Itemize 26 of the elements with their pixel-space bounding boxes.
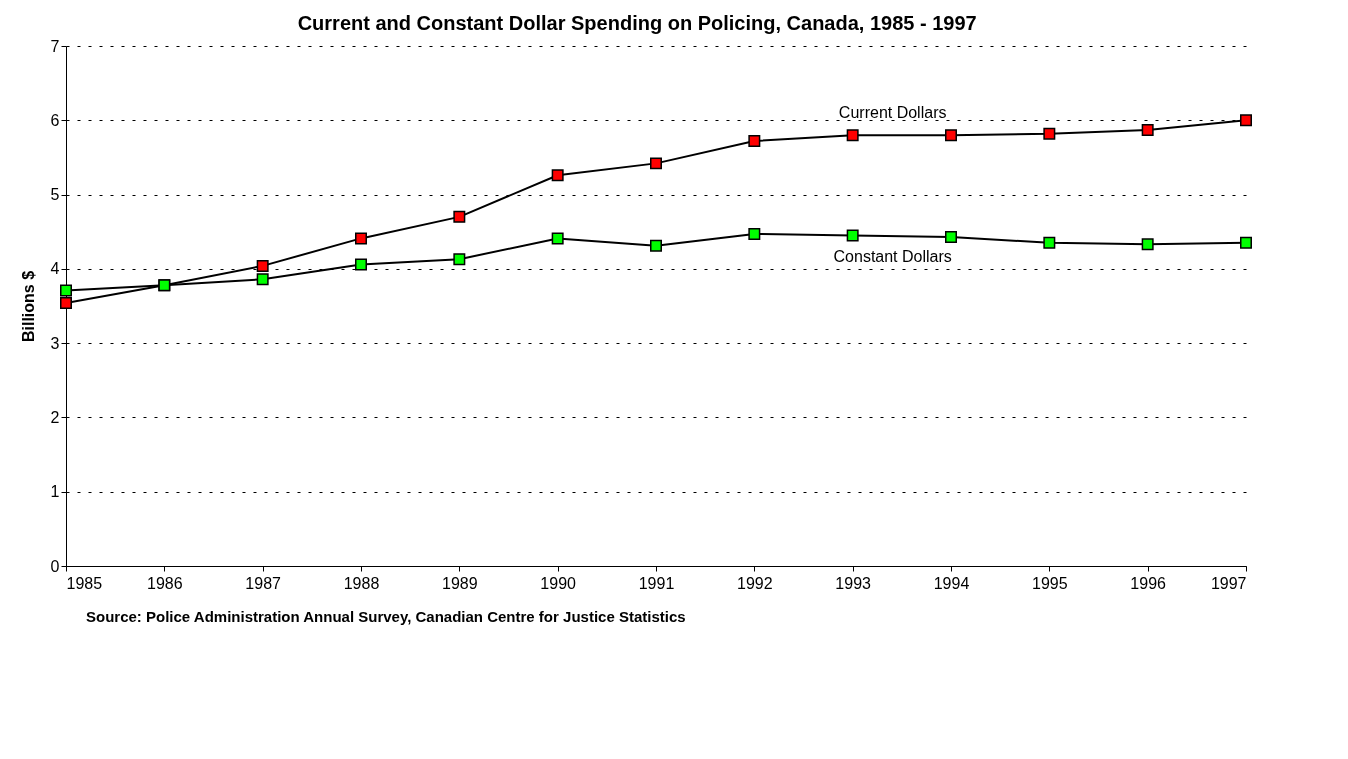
x-tick-label: 1994 — [933, 574, 970, 592]
y-tick-label: 3 — [50, 334, 60, 352]
x-tick-label: 1987 — [245, 574, 282, 592]
y-tick-label: 5 — [50, 186, 60, 204]
source-note: Source: Police Administration Annual Survey, Canadian Centre for Justice Statistics — [86, 608, 686, 625]
x-tick-label: 1988 — [343, 574, 380, 592]
y-tick-label: 4 — [50, 260, 60, 278]
x-tick-label: 1986 — [147, 574, 183, 592]
x-tick-label: 1989 — [442, 574, 478, 592]
y-tick-label: 6 — [50, 111, 60, 129]
x-tick-label: 1993 — [835, 574, 872, 592]
x-tick-label: 1996 — [1130, 574, 1167, 592]
x-tick-label: 1992 — [737, 574, 773, 592]
chart-title: Current and Constant Dollar Spending on Policing, Canada, 1985 - 1997 — [297, 12, 977, 34]
series-label: Current Dollars — [838, 104, 947, 122]
y-tick-label: 7 — [50, 37, 60, 55]
y-tick-label: 1 — [50, 483, 60, 501]
y-tick-label: 2 — [50, 408, 60, 426]
y-tick-label: 0 — [50, 557, 60, 575]
x-tick-label: 1991 — [638, 574, 675, 592]
series-label: Constant Dollars — [833, 248, 952, 266]
x-tick-label: 1997 — [1210, 574, 1247, 592]
x-tick-label: 1990 — [540, 574, 577, 592]
x-tick-label: 1995 — [1032, 574, 1068, 592]
y-axis-title: Billions $ — [19, 270, 37, 343]
x-tick-label: 1985 — [66, 574, 103, 592]
